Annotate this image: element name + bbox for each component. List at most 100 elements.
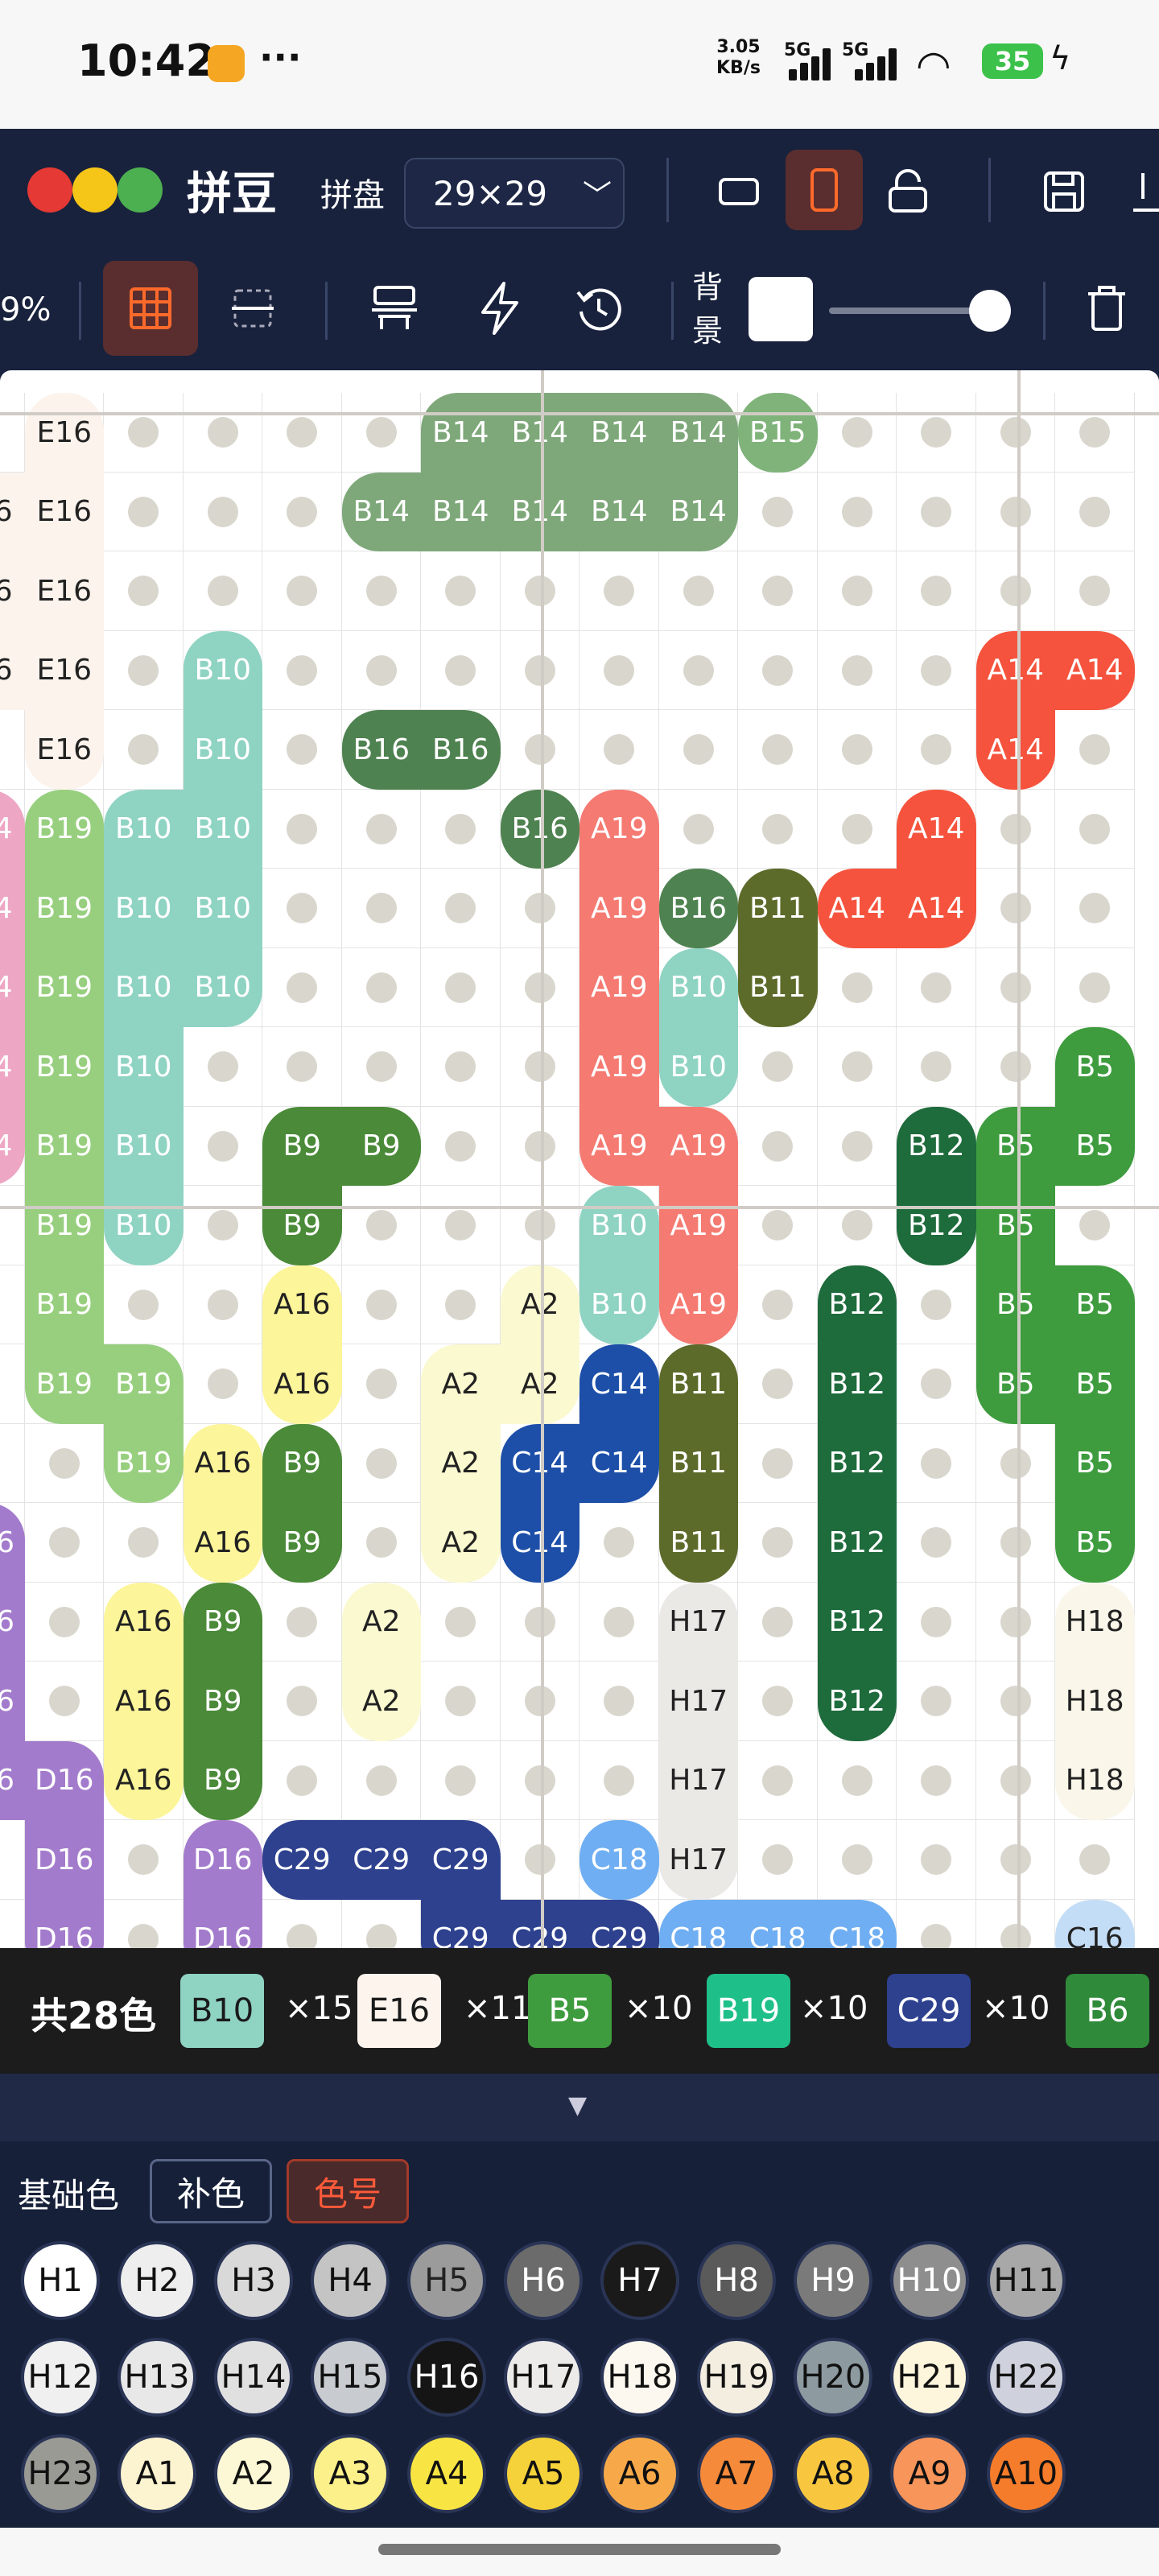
save-icon[interactable] (1025, 158, 1103, 225)
grid-cell[interactable] (421, 869, 501, 948)
bead[interactable]: B9 (262, 1423, 342, 1503)
grid-cell[interactable] (580, 1503, 659, 1583)
bead[interactable]: A16 (183, 1503, 262, 1583)
bead[interactable]: B11 (658, 1503, 738, 1583)
grid-cell[interactable] (1055, 393, 1135, 473)
grid-cell[interactable] (975, 1503, 1055, 1583)
grid-cell[interactable] (1055, 1820, 1135, 1900)
history-icon[interactable] (559, 261, 639, 356)
bead[interactable]: B10 (183, 710, 262, 790)
bead[interactable]: A19 (580, 869, 659, 948)
bead[interactable]: A2 (341, 1582, 421, 1662)
bead[interactable]: B19 (104, 1344, 184, 1424)
grid-cell[interactable] (897, 1265, 976, 1344)
portrait-icon[interactable] (786, 150, 863, 230)
palette-color[interactable]: A6 (600, 2434, 679, 2513)
bead[interactable]: A19 (658, 1265, 738, 1344)
lightning-icon[interactable] (459, 261, 539, 356)
bead[interactable]: C29 (421, 1820, 501, 1900)
grid-cell[interactable] (738, 1582, 818, 1662)
bead[interactable]: E16 (0, 472, 25, 551)
bead[interactable]: B9 (262, 1186, 342, 1265)
grid-cell[interactable] (0, 1344, 25, 1424)
grid-cell[interactable] (421, 1265, 501, 1344)
grid-cell[interactable] (738, 789, 818, 869)
grid-cell[interactable] (0, 1265, 25, 1344)
tab-supplement[interactable]: 补色 (150, 2159, 272, 2223)
bead[interactable]: A16 (262, 1344, 342, 1424)
bead[interactable]: A16 (183, 1423, 262, 1503)
bead[interactable]: E16 (24, 472, 104, 551)
bead[interactable]: E14 (0, 1027, 25, 1107)
grid-cell[interactable] (1055, 869, 1135, 948)
grid-cell[interactable] (421, 1662, 501, 1741)
bead[interactable]: B5 (1055, 1423, 1135, 1503)
palette-color[interactable]: A9 (890, 2434, 969, 2513)
palette-color[interactable]: H2 (118, 2241, 196, 2320)
grid-cell[interactable] (975, 1820, 1055, 1900)
grid-cell[interactable] (262, 1027, 342, 1107)
color-chip[interactable]: C29 (887, 1974, 971, 2048)
grid-cell[interactable] (738, 1423, 818, 1503)
grid-icon[interactable] (103, 261, 198, 356)
palette-color[interactable]: H13 (118, 2338, 196, 2417)
bead[interactable]: H18 (1055, 1740, 1135, 1820)
bead[interactable]: B12 (897, 1186, 976, 1265)
bead[interactable]: A2 (421, 1423, 501, 1503)
grid-cell[interactable] (500, 630, 580, 710)
grid-cell[interactable] (24, 1662, 104, 1741)
grid-cell[interactable] (262, 710, 342, 790)
bead[interactable]: E14 (0, 947, 25, 1027)
bead[interactable]: D16 (0, 1582, 25, 1662)
grid-cell[interactable] (818, 1899, 897, 1948)
bead[interactable]: B19 (24, 1106, 104, 1186)
grid-cell[interactable] (341, 630, 421, 710)
bead[interactable]: C14 (500, 1423, 580, 1503)
grid-cell[interactable] (580, 710, 659, 790)
bead[interactable]: B10 (183, 789, 262, 869)
grid-cell[interactable] (897, 1662, 976, 1741)
palette-color[interactable]: A3 (311, 2434, 390, 2513)
grid-cell[interactable] (738, 1265, 818, 1344)
bead[interactable]: C14 (580, 1423, 659, 1503)
bead[interactable]: B16 (341, 710, 421, 790)
palette-color[interactable]: H20 (794, 2338, 872, 2417)
bead[interactable]: B9 (183, 1582, 262, 1662)
bead[interactable]: A19 (580, 1027, 659, 1107)
grid-cell[interactable] (104, 1899, 184, 1948)
grid-cell[interactable] (341, 1740, 421, 1820)
traffic-light-yellow-icon[interactable] (72, 167, 118, 213)
grid-cell[interactable] (897, 551, 976, 631)
grid-cell[interactable] (817, 1027, 897, 1107)
grid-cell[interactable] (976, 1899, 1055, 1948)
bead[interactable]: B19 (24, 1027, 104, 1107)
trash-icon[interactable] (1070, 261, 1143, 356)
bead[interactable]: B16 (500, 789, 580, 869)
bead[interactable]: A2 (500, 1265, 580, 1344)
grid-cell[interactable] (104, 1503, 184, 1583)
bead[interactable]: B10 (104, 869, 184, 948)
bead[interactable]: A14 (975, 630, 1055, 710)
bead[interactable]: B10 (580, 1265, 659, 1344)
bead[interactable]: B14 (500, 472, 580, 551)
grid-cell[interactable] (897, 1899, 976, 1948)
grid-cell[interactable] (1055, 1899, 1135, 1948)
bead[interactable]: H17 (658, 1820, 738, 1900)
grid-cell[interactable] (183, 551, 262, 631)
bead[interactable]: B10 (658, 947, 738, 1027)
bead[interactable]: B5 (1055, 1265, 1135, 1344)
grid-cell[interactable] (183, 393, 262, 473)
grid-cell[interactable] (421, 1186, 501, 1265)
bead[interactable]: B10 (580, 1186, 659, 1265)
bead[interactable]: C29 (580, 1899, 659, 1948)
bead[interactable]: B12 (817, 1503, 897, 1583)
grid-cell[interactable] (975, 1423, 1055, 1503)
bead[interactable]: B14 (580, 472, 659, 551)
traffic-light-red-icon[interactable] (27, 167, 72, 213)
color-chip[interactable]: E16 (357, 1974, 441, 2048)
grid-cell[interactable] (421, 630, 501, 710)
bead[interactable]: B12 (817, 1582, 897, 1662)
grid-cell[interactable] (500, 1186, 580, 1265)
bead[interactable]: B12 (817, 1423, 897, 1503)
grid-cell[interactable] (183, 1027, 262, 1107)
